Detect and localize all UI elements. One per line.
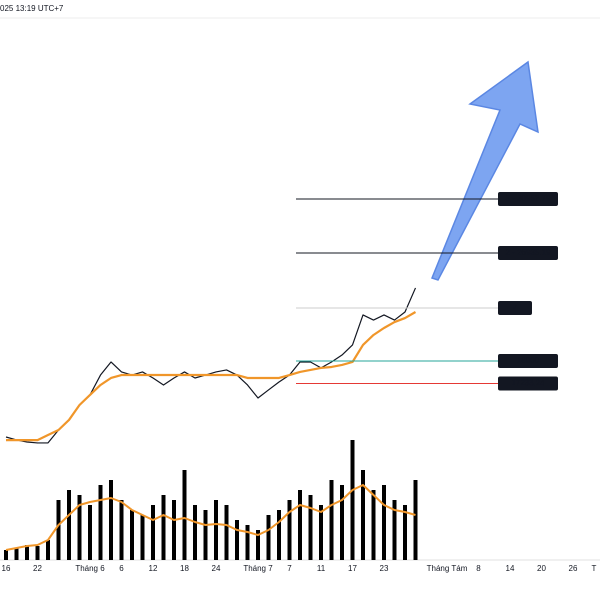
volume-bar xyxy=(119,500,124,560)
volume-bar xyxy=(161,495,166,560)
x-tick-label: 14 xyxy=(506,564,515,573)
volume-bar xyxy=(392,500,397,560)
volume-bar xyxy=(277,510,281,560)
volume-bar xyxy=(308,495,313,560)
x-tick-label: 7 xyxy=(287,564,292,573)
x-tick-label: T xyxy=(592,564,597,573)
x-tick-label: 8 xyxy=(476,564,481,573)
x-tick-label: 24 xyxy=(212,564,221,573)
projection-arrow xyxy=(431,60,539,281)
volume-bar xyxy=(329,480,334,560)
x-tick-label: 26 xyxy=(569,564,578,573)
level-label: 18900 xyxy=(517,356,540,365)
volume-bar xyxy=(245,525,250,560)
volume-bar xyxy=(224,505,229,560)
volume-bar xyxy=(361,470,365,560)
volume-bar xyxy=(413,480,418,560)
x-tick-label: Tháng 7 xyxy=(243,564,273,573)
volume-ma-line xyxy=(5,484,416,551)
volume-bar xyxy=(214,500,218,560)
x-tick-label: 18 xyxy=(180,564,189,573)
volume-bar xyxy=(350,440,355,560)
x-tick-label: 6 xyxy=(119,564,124,573)
volume-bar xyxy=(235,520,239,560)
volume-bar xyxy=(35,546,40,560)
level-label-box xyxy=(498,354,558,369)
volume-bar xyxy=(193,505,197,560)
volume-bar xyxy=(130,510,134,560)
x-tick-label: Tháng 6 xyxy=(75,564,105,573)
volume-bar xyxy=(266,515,271,560)
volume-bar xyxy=(203,510,208,560)
volume-bar xyxy=(98,485,103,560)
volume-bar xyxy=(319,505,323,560)
x-tick-label: 16 xyxy=(2,564,11,573)
volume-bar xyxy=(382,485,386,560)
level-label: ✓ xyxy=(512,303,519,312)
level-label-box xyxy=(498,246,558,261)
volume-bar xyxy=(14,548,19,560)
volume-bar xyxy=(298,490,302,560)
level-label: 3 - 30952.79 xyxy=(506,194,551,203)
volume-bar xyxy=(287,500,292,560)
level-label-box xyxy=(498,192,558,207)
x-tick-label: 17 xyxy=(348,564,357,573)
volume-bar xyxy=(77,495,82,560)
x-tick-label: 20 xyxy=(537,564,546,573)
volume-bar xyxy=(25,545,29,560)
volume-bar xyxy=(151,505,155,560)
x-tick-label: Tháng Tám xyxy=(427,564,468,573)
level-label-box xyxy=(498,300,532,315)
volume-bar xyxy=(182,470,187,560)
header: 025 13:19 UTC+7 xyxy=(0,4,64,13)
volume-bar xyxy=(67,490,71,560)
volume-bar xyxy=(4,550,8,560)
x-tick-label: 22 xyxy=(33,564,42,573)
x-tick-label: 23 xyxy=(380,564,389,573)
volume-bar xyxy=(46,540,50,560)
level-label-box xyxy=(498,376,558,391)
price-line xyxy=(6,311,417,442)
volume-bar xyxy=(88,505,92,560)
x-tick-label: 11 xyxy=(317,564,326,573)
volume-bar xyxy=(140,515,145,560)
level-label: 17233.24 xyxy=(511,379,545,388)
volume-bar xyxy=(172,500,176,560)
x-tick-label: 12 xyxy=(149,564,158,573)
volume-bar xyxy=(109,480,113,560)
volume-bar xyxy=(403,505,407,560)
volume-bar xyxy=(340,485,344,560)
price-line xyxy=(5,287,417,444)
volume-bar xyxy=(56,500,61,560)
volume-bar xyxy=(256,530,260,560)
volume-bar xyxy=(371,490,376,560)
level-label: 2 - 26935.19 xyxy=(506,248,551,257)
